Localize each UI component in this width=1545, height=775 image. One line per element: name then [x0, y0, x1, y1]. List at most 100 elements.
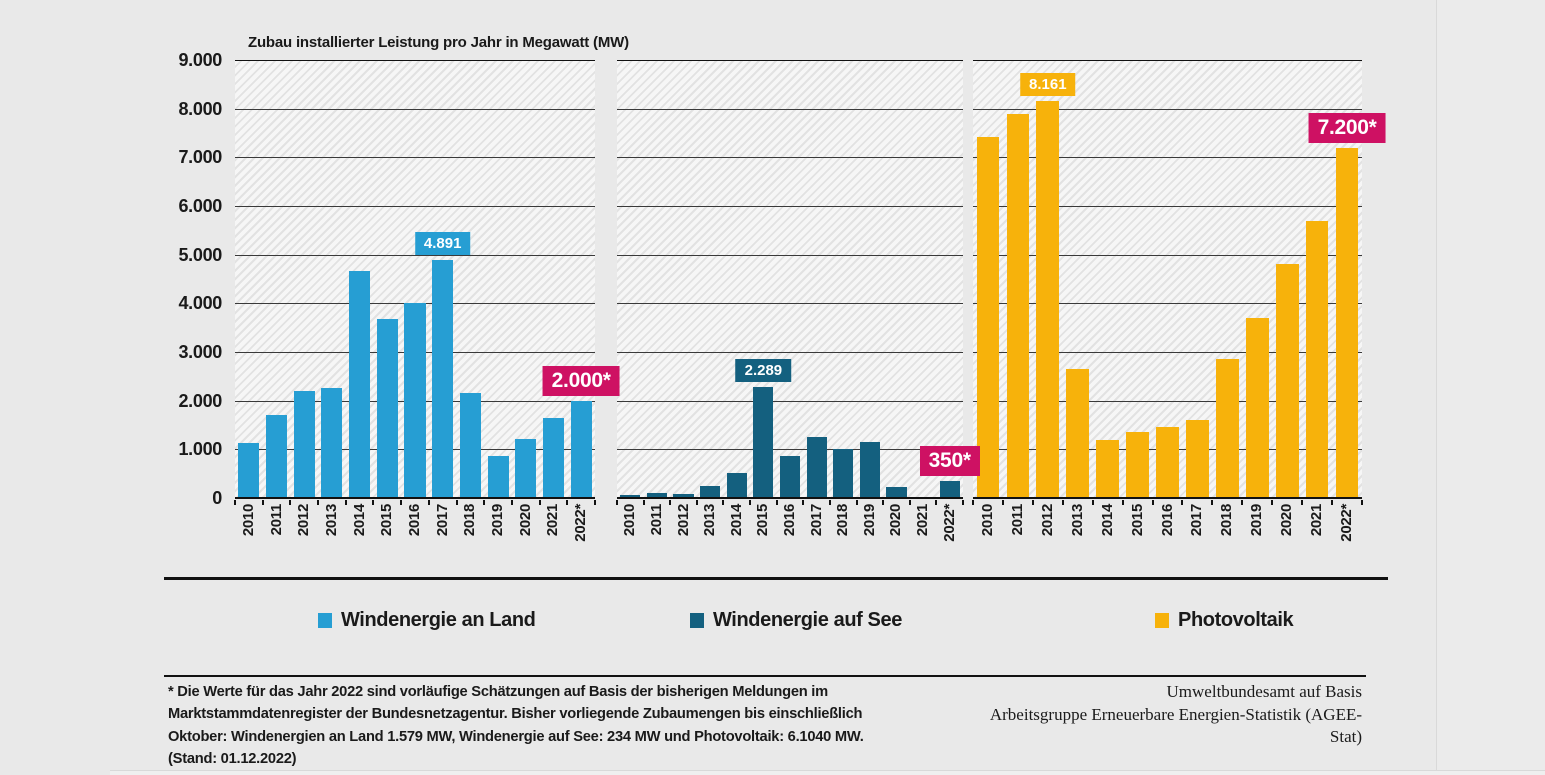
gridline: [235, 157, 595, 159]
legend-label: Windenergie auf See: [713, 608, 902, 631]
page-margin-bottom: [110, 771, 1545, 775]
y-axis-tick-label: 7.000: [178, 147, 222, 168]
x-axis-year-label: 2010: [621, 504, 639, 537]
x-axis-year-label: 2014: [350, 504, 368, 537]
page-margin-right: [1437, 0, 1545, 775]
x-axis-tick: [234, 499, 236, 505]
x-axis-year-label: 2020: [516, 504, 534, 537]
page-edge-horizontal-line: [110, 770, 1545, 771]
y-axis-tick-label: 8.000: [178, 98, 222, 119]
x-axis-tick: [400, 499, 403, 505]
bar-2018: [459, 392, 481, 498]
bar-2010: [238, 443, 260, 498]
value-callout-estimate: 2.000*: [542, 365, 620, 396]
x-axis-year-label: 2012: [295, 504, 313, 537]
x-axis-tick: [802, 499, 805, 505]
bar-2020: [515, 439, 537, 498]
gridline: [617, 254, 963, 256]
source-line: Umweltbundesamt auf Basis: [1166, 682, 1362, 701]
chart-title: Zubau installierter Leistung pro Jahr in…: [248, 34, 629, 51]
x-axis-tick: [855, 499, 858, 505]
x-axis-year-label: 2016: [781, 504, 798, 537]
y-axis-tick-label: 4.000: [178, 293, 222, 314]
bar-2012: [673, 494, 694, 498]
value-callout-peak: 4.891: [414, 231, 471, 255]
x-axis-year-label: 2022*: [572, 504, 590, 542]
x-axis-year-label: 2019: [1248, 504, 1266, 537]
x-axis-year-label: 2011: [1008, 504, 1026, 536]
value-callout-peak: 2.289: [735, 358, 792, 382]
bar-2019: [1245, 317, 1269, 498]
x-axis-tick: [455, 499, 458, 505]
bar-2015: [753, 386, 774, 498]
value-callout-peak: 8.161: [1020, 72, 1076, 96]
x-axis-tick: [1211, 499, 1214, 505]
gridline: [617, 449, 963, 451]
value-callout-estimate: 350*: [919, 445, 980, 476]
x-axis-tick: [344, 499, 347, 505]
y-axis-tick-label: 3.000: [178, 342, 222, 362]
x-axis-year-label: 2011: [267, 504, 285, 536]
footnote-separator: [164, 675, 1366, 677]
x-axis-year-label: 2022*: [940, 504, 958, 542]
legend-label: Windenergie an Land: [341, 608, 536, 631]
bar-2016: [779, 456, 801, 498]
x-axis-tick: [669, 499, 672, 505]
bar-2018: [1215, 359, 1239, 498]
gridline: [235, 206, 595, 207]
x-axis-year-label: 2012: [1038, 504, 1056, 537]
legend-label: Photovoltaik: [1178, 608, 1294, 631]
source-attribution: Umweltbundesamt auf Basis Arbeitsgruppe …: [962, 681, 1362, 749]
y-axis-tick-label: 1.000: [178, 439, 222, 460]
x-axis-tick: [1031, 499, 1034, 505]
x-axis-tick: [1361, 499, 1363, 505]
x-axis-tick: [566, 499, 569, 505]
x-axis-year-label: 2018: [834, 504, 852, 537]
bar-2021: [1305, 221, 1329, 498]
chart-panel-offshore: [616, 60, 964, 505]
bar-2013: [1066, 369, 1090, 498]
legend-swatch-onshore-icon: [318, 612, 332, 628]
bar-2014: [726, 472, 747, 498]
bar-2014: [1096, 440, 1120, 498]
x-axis-tick: [1151, 499, 1154, 505]
x-axis-year-label: 2010: [239, 504, 257, 537]
bar-2013: [700, 486, 721, 498]
footnote: * Die Werte für das Jahr 2022 sind vorlä…: [168, 681, 864, 771]
x-axis-year-label: 2013: [1068, 504, 1086, 537]
x-axis-tick: [317, 499, 320, 505]
x-axis-tick: [749, 499, 752, 505]
bar-2017: [1186, 420, 1209, 498]
y-axis-tick-label: 2.000: [178, 390, 222, 411]
legend-item-windenergie-auf-see: Windenergie auf See: [690, 608, 902, 632]
gridline: [973, 108, 1362, 110]
bar-2019: [487, 456, 509, 498]
x-axis-tick: [1121, 499, 1124, 505]
x-axis-year-label: 2014: [1098, 504, 1116, 537]
x-axis-tick: [1271, 499, 1274, 505]
x-axis-tick: [372, 499, 375, 505]
bar-2014: [349, 271, 371, 498]
x-axis-year-label: 2022*: [1338, 504, 1356, 542]
x-axis-tick: [882, 499, 885, 505]
x-axis-year-label: 2021: [1308, 504, 1326, 537]
bar-2011: [266, 414, 288, 498]
gridline: [973, 400, 1362, 402]
x-axis-tick: [828, 499, 831, 505]
x-axis-year-label: 2011: [647, 504, 665, 536]
gridline: [617, 206, 963, 207]
x-axis-year-label: 2015: [378, 504, 396, 537]
footnote-line: Oktober: Windenergien an Land 1.579 MW, …: [168, 728, 864, 745]
legend-swatch-pv-icon: [1155, 612, 1169, 628]
gridline: [617, 303, 963, 305]
bar-2012: [293, 390, 315, 498]
gridline: [617, 60, 963, 61]
x-axis-year-label: 2018: [461, 504, 479, 537]
bar-2013: [321, 387, 343, 498]
x-axis-tick: [1001, 499, 1004, 505]
x-axis-year-label: 2010: [978, 504, 996, 537]
gridline: [235, 60, 595, 61]
page-edge-vertical-line: [1436, 0, 1437, 775]
y-axis-tick-label: 9.000: [178, 50, 222, 70]
